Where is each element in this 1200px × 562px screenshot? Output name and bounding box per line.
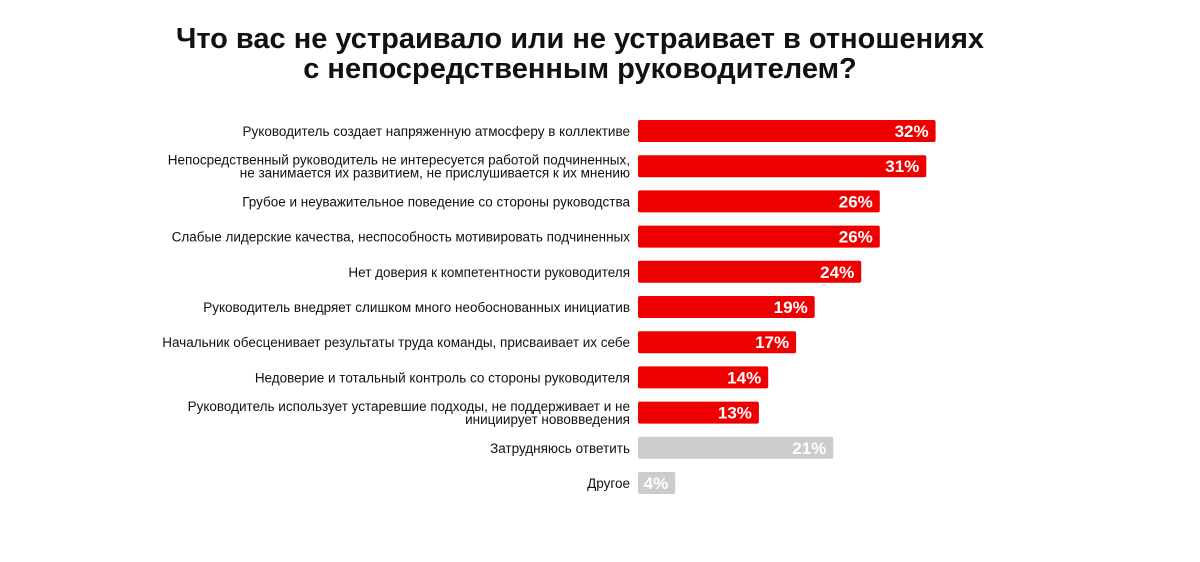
bar-row: 26% Слабые лидерские качества, неспособно… <box>172 225 880 248</box>
bar-row: 31% Непосредственный руководитель не инте… <box>168 153 927 181</box>
bar <box>638 225 880 248</box>
bar <box>638 436 834 459</box>
bar-row: 26% Грубое и неуважительное поведение со … <box>242 190 880 213</box>
bar <box>638 472 676 494</box>
bar-row: 13% Руководитель использует устаревшие по… <box>188 399 759 427</box>
category-label: Руководитель внедряет слишком много необ… <box>203 300 630 315</box>
category-label-line: не занимается их развитием, не прислушив… <box>240 166 630 181</box>
category-label-line: Грубое и неуважительное поведение со сто… <box>242 194 630 209</box>
data-label: 21% <box>792 439 826 458</box>
data-label: 32% <box>895 122 929 141</box>
category-label: Грубое и неуважительное поведение со сто… <box>242 194 630 209</box>
bar-row: 14% Недоверие и тотальный контроль со сто… <box>255 366 769 389</box>
data-label: 26% <box>839 228 873 247</box>
category-label-line: Руководитель создает напряженную атмосфе… <box>243 124 630 139</box>
bar-row: 21% Затрудняюсь ответить <box>490 436 834 459</box>
data-label: 4% <box>644 474 669 493</box>
bar <box>638 190 880 213</box>
category-label-line: инициирует нововведения <box>465 412 630 427</box>
category-label: Руководитель создает напряженную атмосфе… <box>243 124 630 139</box>
category-label-line: Недоверие и тотальный контроль со сторон… <box>255 370 630 385</box>
category-label: Нет доверия к компетентности руководител… <box>348 265 630 280</box>
category-label: Недоверие и тотальный контроль со сторон… <box>255 370 630 385</box>
category-label-line: Непосредственный руководитель не интерес… <box>168 153 630 168</box>
data-label: 19% <box>774 298 808 317</box>
bar-row: 17% Начальник обесценивает результаты тру… <box>162 331 797 354</box>
category-label: Затрудняюсь ответить <box>490 441 630 456</box>
bar-row: 19% Руководитель внедряет слишком много н… <box>203 296 815 318</box>
category-label: Слабые лидерские качества, неспособность… <box>172 230 631 245</box>
data-label: 14% <box>727 368 761 387</box>
category-label: Начальник обесценивает результаты труда … <box>162 335 630 350</box>
chart-title-line-1: Что вас не устраивало или не устраивает … <box>175 23 985 55</box>
chart-title-line-2: с непосредственным руководителем? <box>303 53 857 85</box>
bar <box>638 401 759 424</box>
category-label-line: Руководитель использует устаревшие подхо… <box>188 399 630 414</box>
bar <box>638 120 936 142</box>
bar-row: 32% Руководитель создает напряженную атмо… <box>243 120 936 142</box>
data-label: 24% <box>820 263 854 282</box>
category-label-line: Затрудняюсь ответить <box>490 441 630 456</box>
bar <box>638 155 927 178</box>
bar <box>638 296 815 318</box>
category-label-line: Нет доверия к компетентности руководител… <box>348 265 630 280</box>
bar-row: 4% Другое <box>587 472 676 494</box>
category-label: Непосредственный руководитель не интерес… <box>168 153 630 181</box>
bar <box>638 366 769 389</box>
bar <box>638 260 862 283</box>
category-label: Руководитель использует устаревшие подхо… <box>188 399 630 427</box>
data-label: 26% <box>839 192 873 211</box>
category-label-line: Руководитель внедряет слишком много необ… <box>203 300 630 315</box>
data-label: 31% <box>885 157 919 176</box>
bar <box>638 331 797 354</box>
category-label-line: Другое <box>587 476 630 491</box>
chart-title: Что вас не устраивало или не устраивает … <box>120 24 1040 84</box>
data-label: 17% <box>755 333 789 352</box>
category-label-line: Начальник обесценивает результаты труда … <box>162 335 630 350</box>
data-label: 13% <box>718 404 752 423</box>
category-label-line: Слабые лидерские качества, неспособность… <box>172 230 631 245</box>
category-label: Другое <box>587 476 630 491</box>
bar-row: 24% Нет доверия к компетентности руководи… <box>348 260 862 283</box>
